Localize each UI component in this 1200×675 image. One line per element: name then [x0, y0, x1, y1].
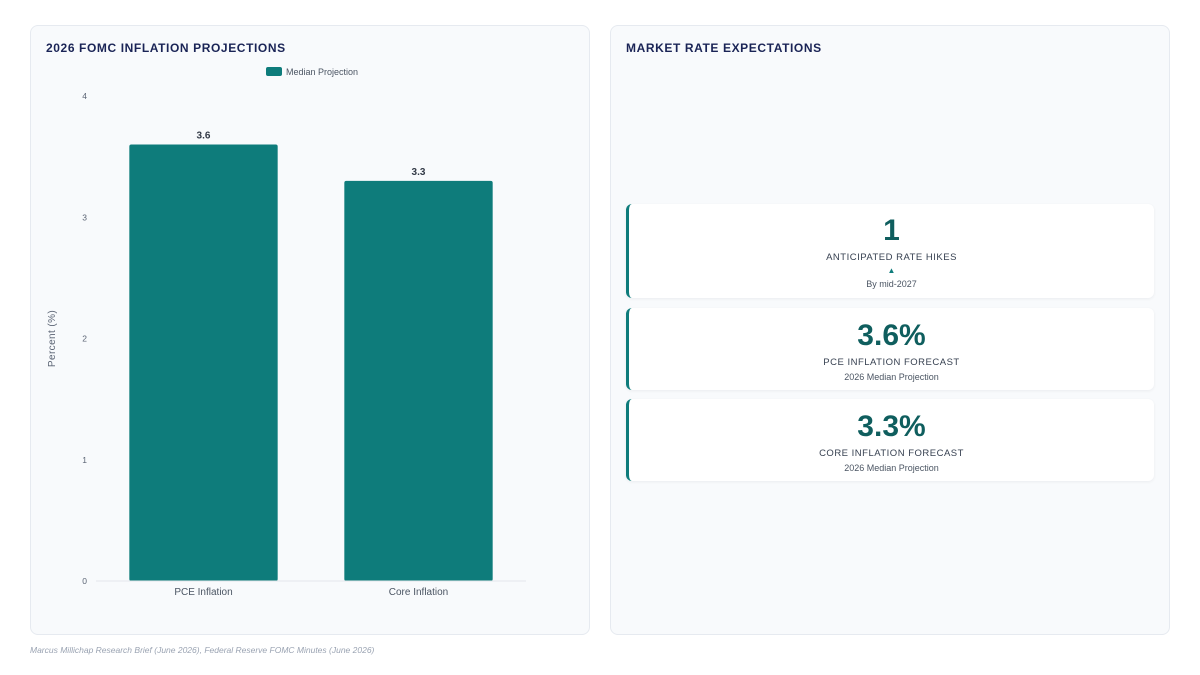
kpi-label: CORE INFLATION FORECAST: [819, 448, 964, 459]
x-tick-label: Core Inflation: [389, 587, 448, 598]
kpi-card-pce-forecast: 3.6% PCE INFLATION FORECAST 2026 Median …: [626, 308, 1154, 390]
expectations-panel-title: MARKET RATE EXPECTATIONS: [626, 41, 822, 55]
y-tick-label: 0: [82, 576, 87, 586]
kpi-subtext: 2026 Median Projection: [844, 463, 939, 473]
legend-label: Median Projection: [286, 67, 358, 77]
kpi-value: 1: [883, 214, 900, 247]
y-tick-label: 2: [82, 334, 87, 344]
bar-data-label: 3.6: [197, 131, 211, 142]
kpi-label: ANTICIPATED RATE HIKES: [826, 252, 957, 263]
kpi-subtext: 2026 Median Projection: [844, 372, 939, 382]
kpi-value: 3.6%: [857, 319, 926, 352]
market-expectations-panel: MARKET RATE EXPECTATIONS 1 ANTICIPATED R…: [610, 25, 1170, 635]
x-axis: PCE Inflation Core Inflation: [96, 580, 526, 598]
source-note: Marcus Millichap Research Brief (June 20…: [30, 645, 375, 655]
bars: 3.6 3.3: [129, 131, 493, 581]
chart-panel-title: 2026 FOMC INFLATION PROJECTIONS: [46, 41, 286, 55]
kpi-card-core-forecast: 3.3% CORE INFLATION FORECAST 2026 Median…: [626, 399, 1154, 481]
kpi-label: PCE INFLATION FORECAST: [823, 357, 960, 368]
bar: [344, 180, 493, 581]
bar-data-label: 3.3: [412, 167, 426, 178]
y-tick-label: 3: [82, 212, 87, 222]
y-tick-label: 1: [82, 455, 87, 465]
up-arrow-icon: ▲: [887, 266, 896, 275]
y-axis-title: Percent (%): [47, 310, 58, 367]
chart-legend: Median Projection: [266, 67, 358, 77]
x-tick-label: PCE Inflation: [174, 587, 232, 598]
y-axis: 0 1 2 3 4 Percent (%): [47, 91, 87, 586]
inflation-chart-panel: 2026 FOMC INFLATION PROJECTIONS Median P…: [30, 25, 590, 635]
kpi-subtext: By mid-2027: [866, 279, 917, 289]
y-tick-label: 4: [82, 91, 87, 101]
kpi-card-rate-hikes: 1 ANTICIPATED RATE HIKES ▲ By mid-2027: [626, 204, 1154, 298]
legend-swatch: [266, 67, 282, 76]
kpi-value: 3.3%: [857, 410, 926, 443]
bar: [129, 144, 278, 581]
